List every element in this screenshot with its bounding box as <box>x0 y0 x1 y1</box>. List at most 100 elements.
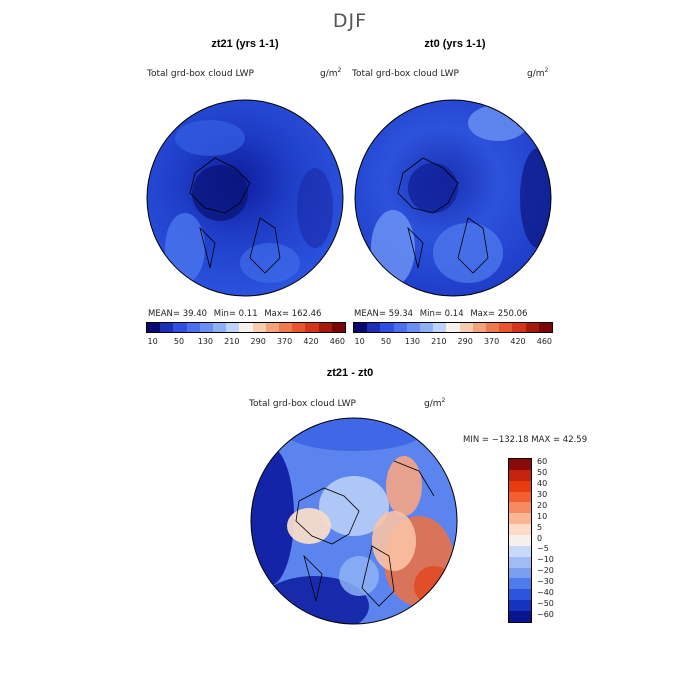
panel-2-boundary <box>354 99 552 297</box>
colorbar-swatch <box>509 513 531 525</box>
colorbar-swatch <box>160 323 174 332</box>
colorbar-swatch <box>318 323 332 332</box>
panel-1-units: g/m2 <box>320 67 341 79</box>
colorbar-tick-label: 10 <box>147 337 158 346</box>
colorbar-tick-label: 290 <box>457 337 473 346</box>
panel-3-map <box>250 417 458 625</box>
panel-2-min-label: Min= <box>419 309 442 319</box>
colorbar-tick-label: 460 <box>329 337 346 346</box>
colorbar-swatch <box>509 567 531 579</box>
colorbar-tick-label: 20 <box>537 500 548 510</box>
panel-3-stats: MIN = −132.18 MAX = 42.59 <box>463 435 588 445</box>
panel-2-blob <box>433 223 503 283</box>
panel-1-units-exp: 2 <box>337 67 342 74</box>
colorbar-tick-label: 60 <box>537 457 548 467</box>
colorbar-tick-label: 130 <box>404 337 421 346</box>
colorbar-swatch <box>509 556 531 568</box>
panel-2-map <box>354 99 552 297</box>
panel-1-max-label: Max= <box>264 309 290 319</box>
panel-3-units: g/m2 <box>424 397 445 409</box>
panel-2-colorbar-ticks: 10 50 130 210 290 370 420 460 <box>353 337 553 349</box>
panel-3-blob <box>372 511 416 571</box>
page-title: DJF <box>332 10 368 32</box>
panel-2-mean-label: MEAN= <box>354 309 386 319</box>
colorbar-swatch <box>239 323 253 332</box>
panel-2-blob <box>408 163 458 213</box>
panel-2-variable-label: Total grd-box cloud LWP <box>352 69 459 79</box>
panel-2-variable-text: Total grd-box cloud LWP <box>352 69 459 79</box>
panel-2-mean-value: 59.34 <box>388 309 414 319</box>
panel-1-max-value: 162.46 <box>291 309 322 319</box>
colorbar-tick-label: −60 <box>537 609 554 619</box>
colorbar-tick-label: 40 <box>537 479 548 489</box>
colorbar-swatch <box>525 323 539 332</box>
colorbar-swatch <box>186 323 200 332</box>
panel-2-title: zt0 (yrs 1-1) <box>424 38 486 50</box>
colorbar-swatch <box>499 323 513 332</box>
panel-1-mean-label: MEAN= <box>148 309 180 319</box>
panel-2-units: g/m2 <box>527 67 548 79</box>
panel-1-colorbar-ticks: 10 50 130 210 290 370 420 460 <box>146 337 346 349</box>
colorbar-swatch <box>509 469 531 481</box>
panel-1-variable-label: Total grd-box cloud LWP <box>147 69 254 79</box>
panel-1-colorbar <box>146 322 346 333</box>
panel-2-min-value: 0.14 <box>444 309 464 319</box>
colorbar-swatch <box>509 600 531 612</box>
colorbar-swatch <box>367 323 381 332</box>
colorbar-swatch <box>406 323 421 332</box>
colorbar-swatch <box>420 323 434 332</box>
panel-3-variable-text: Total grd-box cloud LWP <box>249 399 356 409</box>
colorbar-swatch <box>380 323 394 332</box>
colorbar-swatch <box>213 323 227 332</box>
colorbar-swatch <box>509 480 531 492</box>
colorbar-swatch <box>512 323 526 332</box>
colorbar-swatch <box>509 535 531 546</box>
panel-3-variable-label: Total grd-box cloud LWP <box>249 399 356 409</box>
colorbar-swatch <box>354 323 368 332</box>
colorbar-swatch <box>509 545 531 557</box>
panel-1-coastline <box>189 157 281 274</box>
panel-1-blob <box>240 243 300 283</box>
colorbar-swatch <box>509 578 531 590</box>
colorbar-swatch <box>173 323 187 332</box>
colorbar-swatch <box>393 323 407 332</box>
colorbar-tick-label: 10 <box>537 511 548 521</box>
panel-2-units-text: g/m <box>527 69 545 79</box>
panel-1-blob <box>175 120 245 156</box>
colorbar-tick-label: 210 <box>431 337 447 346</box>
panel-3-boundary <box>250 417 458 625</box>
colorbar-swatch <box>486 323 500 332</box>
colorbar-tick-label: 10 <box>354 337 365 346</box>
panel-3-blob <box>287 508 331 544</box>
colorbar-swatch <box>472 323 487 332</box>
panel-1-min-value: 0.11 <box>238 309 258 319</box>
colorbar-tick-label: 50 <box>173 337 185 346</box>
panel-3-colorbar <box>508 458 532 623</box>
colorbar-swatch <box>252 323 266 332</box>
colorbar-swatch <box>292 323 306 332</box>
panel-2-max-label: Max= <box>470 309 496 319</box>
panel-2-blob <box>520 148 551 248</box>
panel-1-boundary <box>146 99 344 297</box>
panel-1-variable-text: Total grd-box cloud LWP <box>147 69 254 79</box>
colorbar-swatch <box>509 611 531 622</box>
colorbar-swatch <box>446 323 460 332</box>
panel-2-max-value: 250.06 <box>497 309 528 319</box>
colorbar-swatch <box>199 323 214 332</box>
panel-2-units-exp: 2 <box>544 67 549 74</box>
colorbar-tick-label: 50 <box>380 337 392 346</box>
panel-3-blob <box>386 456 422 516</box>
colorbar-tick-label: −40 <box>537 587 554 597</box>
colorbar-tick-label: 30 <box>537 490 548 500</box>
panel-3-colorbar-ticks: 60 50 40 30 20 10 5 0 −5 −10 −20 −30 −40 −50 −60 <box>537 457 577 623</box>
colorbar-tick-label: 290 <box>250 337 266 346</box>
colorbar-tick-label: 370 <box>276 337 293 346</box>
panel-1-min-label: Min= <box>213 309 236 319</box>
panel-1-stats: MEAN= 39.40 Min= 0.11 Max= 162.46 <box>148 309 321 319</box>
colorbar-tick-label: 370 <box>483 337 500 346</box>
colorbar-swatch <box>459 323 473 332</box>
panel-1-blob <box>192 165 248 221</box>
colorbar-tick-label: 130 <box>197 337 214 346</box>
colorbar-swatch <box>279 323 293 332</box>
colorbar-tick-label: 420 <box>303 337 319 346</box>
